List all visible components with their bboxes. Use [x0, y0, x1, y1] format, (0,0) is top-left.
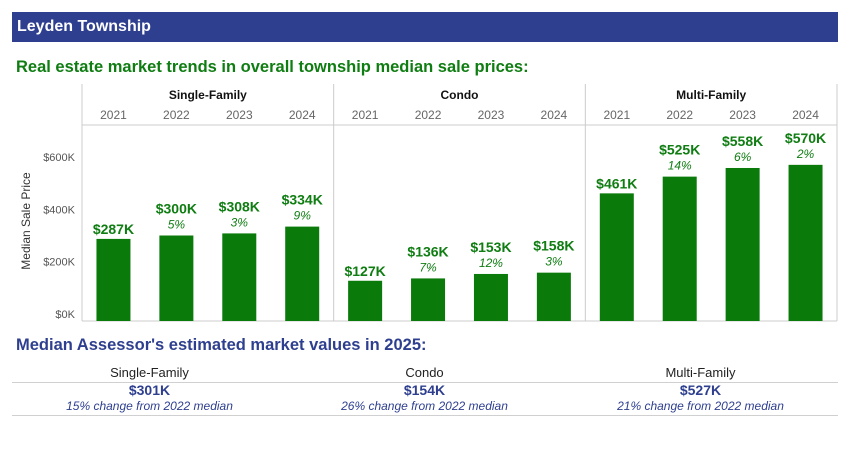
trends-heading: Real estate market trends in overall tow… [16, 58, 529, 76]
bar-change-label: 2% [796, 147, 815, 161]
bar-change-label: 9% [294, 209, 312, 223]
header-bar: Leyden Township [12, 12, 838, 42]
x-tick-label: 2021 [100, 108, 127, 122]
bar [473, 273, 508, 321]
bar-value-label: $153K [470, 239, 511, 255]
panel-title: Multi-Family [676, 88, 746, 102]
x-tick-label: 2023 [729, 108, 756, 122]
bar [348, 280, 383, 321]
bar [222, 233, 257, 321]
bar-change-label: 6% [734, 150, 752, 164]
property-type-label: Condo [405, 365, 444, 380]
assessor-col-single-family: Single-Family $301K 15% change from 2022… [12, 364, 287, 414]
assessor-change: 21% change from 2022 median [617, 399, 784, 413]
assessor-value: $527K [679, 382, 722, 398]
x-tick-label: 2023 [226, 108, 253, 122]
bar-value-label: $300K [156, 201, 197, 217]
bar-value-label: $558K [722, 133, 763, 149]
x-tick-label: 2023 [478, 108, 505, 122]
bar [536, 272, 571, 321]
bar-value-label: $158K [533, 238, 574, 254]
bar-value-label: $570K [785, 130, 826, 146]
assessor-change: 15% change from 2022 median [66, 399, 233, 413]
bar [96, 238, 131, 321]
assessor-value: $154K [403, 382, 446, 398]
property-type-label: Single-Family [110, 365, 189, 380]
y-tick-label: $0K [55, 309, 75, 321]
x-tick-label: 2021 [603, 108, 630, 122]
y-tick-label: $600K [43, 152, 75, 164]
bar-change-label: 3% [545, 255, 563, 269]
x-tick-label: 2022 [666, 108, 693, 122]
assessor-values-table: Single-Family $301K 15% change from 2022… [12, 364, 838, 416]
y-tick-label: $200K [43, 257, 75, 269]
bar [285, 226, 320, 321]
assessor-change: 26% change from 2022 median [341, 399, 508, 413]
property-type-label: Multi-Family [665, 365, 736, 380]
bar-value-label: $334K [282, 192, 323, 208]
bar [788, 164, 823, 321]
bar-change-label: 5% [168, 218, 186, 232]
bar [159, 235, 194, 321]
sale-price-chart: Median Sale Price $0K $200K $400K $600K Singl… [19, 84, 838, 322]
bar-value-label: $461K [596, 175, 637, 191]
x-tick-label: 2024 [289, 108, 316, 122]
assessor-col-multi-family: Multi-Family $527K 21% change from 2022 … [563, 364, 838, 414]
x-tick-label: 2022 [415, 108, 442, 122]
assessor-col-condo: Condo $154K 26% change from 2022 median [287, 364, 562, 414]
bar-value-label: $308K [219, 198, 260, 214]
y-tick-label: $400K [43, 204, 75, 216]
x-tick-label: 2024 [792, 108, 819, 122]
table-bottom-border [12, 415, 838, 416]
x-tick-label: 2024 [541, 108, 568, 122]
bar-value-label: $127K [344, 263, 385, 279]
page-title: Leyden Township [17, 18, 151, 35]
assessor-heading: Median Assessor's estimated market value… [16, 336, 427, 354]
bar-change-label: 12% [479, 256, 503, 270]
table-divider [12, 382, 838, 383]
panel-title: Condo [441, 88, 479, 102]
panel-title: Single-Family [169, 88, 247, 102]
x-tick-label: 2022 [163, 108, 190, 122]
y-axis-label: Median Sale Price [19, 172, 33, 270]
bar-value-label: $525K [659, 142, 700, 158]
bar-change-label: 14% [668, 159, 692, 173]
bar [411, 278, 446, 321]
bar-change-label: 3% [231, 215, 249, 229]
assessor-value: $301K [128, 382, 171, 398]
bar [662, 176, 697, 321]
bar-value-label: $287K [93, 221, 134, 237]
x-tick-label: 2021 [352, 108, 379, 122]
bar-change-label: 7% [419, 260, 437, 274]
bar [725, 167, 760, 321]
bar-value-label: $136K [407, 243, 448, 259]
bar [599, 193, 634, 321]
